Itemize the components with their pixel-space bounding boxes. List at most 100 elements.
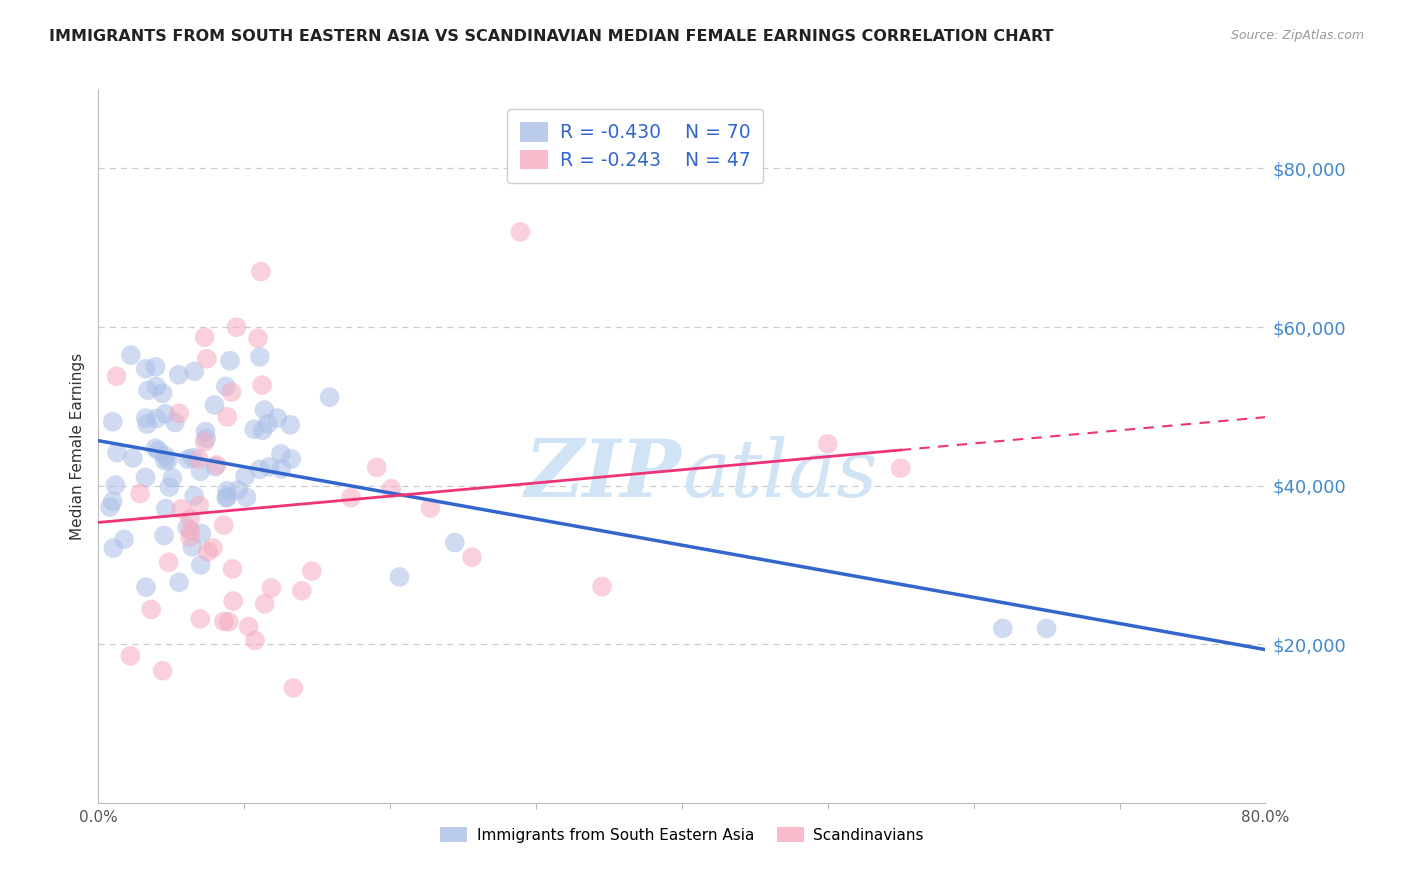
Point bbox=[1035, 621, 1057, 635]
Point bbox=[219, 353, 242, 368]
Point bbox=[190, 526, 212, 541]
Point bbox=[177, 452, 200, 467]
Point bbox=[135, 580, 157, 594]
Point bbox=[183, 364, 205, 378]
Point bbox=[233, 469, 256, 483]
Point bbox=[190, 558, 212, 572]
Point bbox=[181, 450, 204, 465]
Point bbox=[190, 464, 212, 478]
Point bbox=[163, 416, 186, 430]
Point bbox=[157, 453, 180, 467]
Point bbox=[162, 471, 184, 485]
Point bbox=[155, 449, 177, 463]
Legend: Immigrants from South Eastern Asia, Scandinavians: Immigrants from South Eastern Asia, Scan… bbox=[433, 821, 931, 848]
Point bbox=[187, 452, 209, 467]
Point bbox=[155, 501, 177, 516]
Point bbox=[120, 348, 142, 362]
Point bbox=[266, 411, 288, 425]
Point bbox=[120, 648, 142, 663]
Point bbox=[509, 225, 531, 239]
Point bbox=[143, 441, 166, 455]
Point bbox=[249, 350, 271, 364]
Point bbox=[135, 361, 157, 376]
Point bbox=[98, 500, 121, 514]
Point bbox=[112, 533, 135, 547]
Point bbox=[249, 462, 271, 476]
Point bbox=[194, 330, 217, 344]
Point bbox=[129, 486, 152, 500]
Text: IMMIGRANTS FROM SOUTH EASTERN ASIA VS SCANDINAVIAN MEDIAN FEMALE EARNINGS CORREL: IMMIGRANTS FROM SOUTH EASTERN ASIA VS SC… bbox=[49, 29, 1053, 44]
Y-axis label: Median Female Earnings: Median Female Earnings bbox=[69, 352, 84, 540]
Point bbox=[153, 528, 176, 542]
Point bbox=[260, 581, 283, 595]
Point bbox=[215, 491, 238, 505]
Point bbox=[250, 378, 273, 392]
Point bbox=[252, 423, 274, 437]
Text: atlas: atlas bbox=[682, 436, 877, 513]
Point bbox=[243, 633, 266, 648]
Point bbox=[197, 545, 219, 559]
Point bbox=[278, 417, 301, 432]
Point bbox=[136, 384, 159, 398]
Point bbox=[179, 530, 201, 544]
Point bbox=[591, 580, 613, 594]
Point bbox=[157, 480, 180, 494]
Point bbox=[103, 541, 125, 555]
Point bbox=[141, 602, 163, 616]
Point bbox=[180, 524, 202, 538]
Point bbox=[212, 615, 235, 629]
Point bbox=[145, 359, 167, 374]
Point bbox=[340, 491, 363, 505]
Point bbox=[291, 583, 314, 598]
Point bbox=[176, 520, 198, 534]
Point bbox=[270, 447, 292, 461]
Point bbox=[101, 415, 124, 429]
Text: Source: ZipAtlas.com: Source: ZipAtlas.com bbox=[1230, 29, 1364, 42]
Point bbox=[217, 409, 239, 424]
Point bbox=[136, 417, 159, 431]
Point bbox=[179, 512, 201, 526]
Point bbox=[243, 422, 266, 436]
Point bbox=[253, 403, 276, 417]
Point bbox=[256, 417, 278, 431]
Point bbox=[122, 450, 145, 465]
Point bbox=[188, 498, 211, 512]
Point bbox=[215, 379, 238, 393]
Point bbox=[183, 489, 205, 503]
Point bbox=[280, 451, 302, 466]
Point bbox=[388, 570, 411, 584]
Point bbox=[195, 351, 218, 366]
Point bbox=[205, 458, 228, 472]
Point bbox=[991, 621, 1014, 635]
Point bbox=[301, 564, 323, 578]
Point bbox=[145, 411, 167, 425]
Point bbox=[104, 478, 127, 492]
Point bbox=[253, 597, 276, 611]
Point bbox=[204, 459, 226, 474]
Point bbox=[193, 434, 215, 449]
Point bbox=[153, 453, 176, 467]
Point bbox=[218, 615, 240, 629]
Point bbox=[135, 411, 157, 425]
Point bbox=[890, 461, 912, 475]
Point bbox=[238, 619, 260, 633]
Point bbox=[134, 470, 156, 484]
Point bbox=[167, 575, 190, 590]
Point bbox=[195, 431, 218, 445]
Point bbox=[817, 437, 839, 451]
Point bbox=[270, 462, 292, 476]
Point bbox=[259, 459, 281, 474]
Point bbox=[222, 594, 245, 608]
Point bbox=[105, 445, 128, 459]
Point bbox=[366, 460, 388, 475]
Point bbox=[152, 664, 174, 678]
Point bbox=[101, 494, 124, 508]
Point bbox=[204, 398, 226, 412]
Point bbox=[215, 483, 238, 498]
Point bbox=[169, 406, 191, 420]
Point bbox=[157, 555, 180, 569]
Point bbox=[212, 518, 235, 533]
Point bbox=[145, 379, 167, 393]
Point bbox=[461, 550, 484, 565]
Point bbox=[188, 612, 211, 626]
